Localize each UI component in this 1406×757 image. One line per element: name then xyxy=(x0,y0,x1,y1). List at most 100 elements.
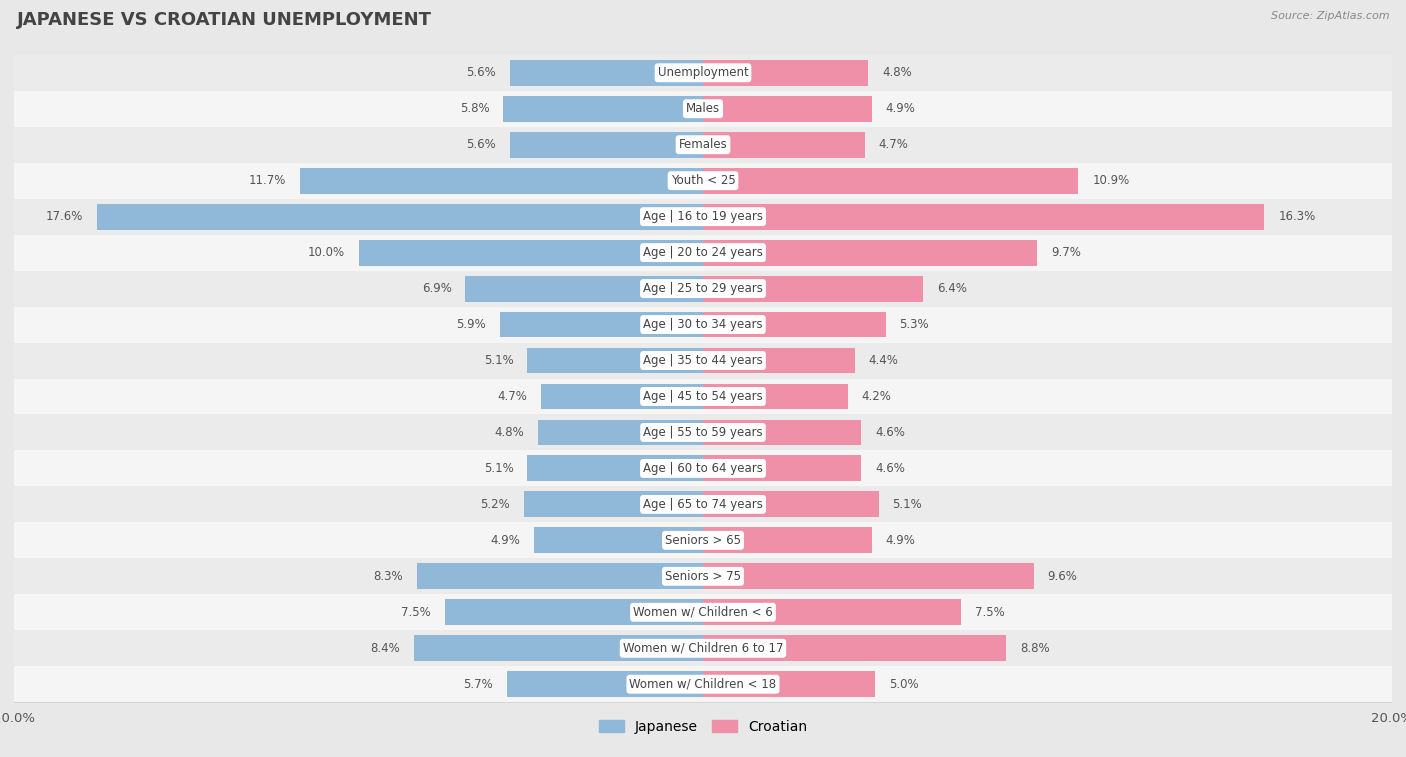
Text: 5.6%: 5.6% xyxy=(467,139,496,151)
Bar xyxy=(703,312,886,338)
Bar xyxy=(703,347,855,373)
Bar xyxy=(537,419,703,445)
Text: Females: Females xyxy=(679,139,727,151)
Bar xyxy=(703,132,865,157)
Text: 17.6%: 17.6% xyxy=(45,210,83,223)
Text: 4.7%: 4.7% xyxy=(498,390,527,403)
FancyBboxPatch shape xyxy=(14,198,1392,235)
Text: 9.7%: 9.7% xyxy=(1050,246,1081,259)
Text: Age | 55 to 59 years: Age | 55 to 59 years xyxy=(643,426,763,439)
Text: 7.5%: 7.5% xyxy=(401,606,430,618)
Text: 4.9%: 4.9% xyxy=(886,102,915,115)
Bar xyxy=(359,240,703,266)
FancyBboxPatch shape xyxy=(14,487,1392,522)
Bar xyxy=(703,491,879,517)
Text: 6.9%: 6.9% xyxy=(422,282,451,295)
Bar xyxy=(418,563,703,589)
Text: Age | 25 to 29 years: Age | 25 to 29 years xyxy=(643,282,763,295)
Text: 4.9%: 4.9% xyxy=(491,534,520,547)
FancyBboxPatch shape xyxy=(14,91,1392,126)
Text: 4.7%: 4.7% xyxy=(879,139,908,151)
Text: 5.1%: 5.1% xyxy=(893,498,922,511)
Text: Seniors > 75: Seniors > 75 xyxy=(665,570,741,583)
Bar xyxy=(506,671,703,697)
FancyBboxPatch shape xyxy=(14,450,1392,487)
Text: 8.3%: 8.3% xyxy=(374,570,404,583)
Text: 8.4%: 8.4% xyxy=(370,642,399,655)
Text: Women w/ Children 6 to 17: Women w/ Children 6 to 17 xyxy=(623,642,783,655)
Text: Source: ZipAtlas.com: Source: ZipAtlas.com xyxy=(1271,11,1389,21)
FancyBboxPatch shape xyxy=(14,55,1392,91)
FancyBboxPatch shape xyxy=(14,594,1392,631)
Bar xyxy=(541,384,703,410)
Bar xyxy=(503,96,703,122)
FancyBboxPatch shape xyxy=(14,126,1392,163)
FancyBboxPatch shape xyxy=(14,235,1392,270)
FancyBboxPatch shape xyxy=(14,415,1392,450)
Text: 7.5%: 7.5% xyxy=(976,606,1005,618)
Text: 5.0%: 5.0% xyxy=(889,678,918,690)
Text: Age | 16 to 19 years: Age | 16 to 19 years xyxy=(643,210,763,223)
Text: Age | 20 to 24 years: Age | 20 to 24 years xyxy=(643,246,763,259)
Bar xyxy=(499,312,703,338)
FancyBboxPatch shape xyxy=(14,666,1392,702)
Text: 4.8%: 4.8% xyxy=(494,426,524,439)
FancyBboxPatch shape xyxy=(14,307,1392,342)
FancyBboxPatch shape xyxy=(14,631,1392,666)
Text: 4.6%: 4.6% xyxy=(875,426,905,439)
Bar xyxy=(413,635,703,661)
Text: 4.4%: 4.4% xyxy=(869,354,898,367)
FancyBboxPatch shape xyxy=(14,559,1392,594)
Bar xyxy=(510,60,703,86)
Bar xyxy=(703,563,1033,589)
Text: 8.8%: 8.8% xyxy=(1019,642,1049,655)
Text: 10.0%: 10.0% xyxy=(308,246,344,259)
Text: JAPANESE VS CROATIAN UNEMPLOYMENT: JAPANESE VS CROATIAN UNEMPLOYMENT xyxy=(17,11,432,30)
Text: Age | 60 to 64 years: Age | 60 to 64 years xyxy=(643,462,763,475)
Text: 5.8%: 5.8% xyxy=(460,102,489,115)
Bar xyxy=(703,419,862,445)
Bar xyxy=(703,635,1007,661)
Bar xyxy=(527,456,703,481)
Text: Males: Males xyxy=(686,102,720,115)
FancyBboxPatch shape xyxy=(14,270,1392,307)
Bar xyxy=(703,671,875,697)
Bar xyxy=(703,168,1078,194)
Text: Age | 30 to 34 years: Age | 30 to 34 years xyxy=(643,318,763,331)
Bar xyxy=(510,132,703,157)
Bar xyxy=(444,600,703,625)
FancyBboxPatch shape xyxy=(14,522,1392,559)
Bar xyxy=(703,240,1038,266)
Bar xyxy=(703,528,872,553)
Bar xyxy=(703,276,924,301)
FancyBboxPatch shape xyxy=(14,163,1392,198)
Text: Age | 45 to 54 years: Age | 45 to 54 years xyxy=(643,390,763,403)
Text: Youth < 25: Youth < 25 xyxy=(671,174,735,187)
Text: 5.6%: 5.6% xyxy=(467,67,496,79)
Bar xyxy=(524,491,703,517)
Text: 4.8%: 4.8% xyxy=(882,67,912,79)
Text: 10.9%: 10.9% xyxy=(1092,174,1129,187)
Text: 4.6%: 4.6% xyxy=(875,462,905,475)
Text: 16.3%: 16.3% xyxy=(1278,210,1316,223)
Text: Unemployment: Unemployment xyxy=(658,67,748,79)
Bar xyxy=(703,204,1264,229)
Text: Women w/ Children < 18: Women w/ Children < 18 xyxy=(630,678,776,690)
Text: 9.6%: 9.6% xyxy=(1047,570,1077,583)
Legend: Japanese, Croatian: Japanese, Croatian xyxy=(593,715,813,740)
Bar xyxy=(534,528,703,553)
FancyBboxPatch shape xyxy=(14,342,1392,378)
Text: 5.2%: 5.2% xyxy=(481,498,510,511)
Text: 4.9%: 4.9% xyxy=(886,534,915,547)
Text: 5.1%: 5.1% xyxy=(484,354,513,367)
Bar xyxy=(703,384,848,410)
Bar xyxy=(703,456,862,481)
Text: Age | 65 to 74 years: Age | 65 to 74 years xyxy=(643,498,763,511)
Text: 5.1%: 5.1% xyxy=(484,462,513,475)
Bar xyxy=(97,204,703,229)
Text: 5.9%: 5.9% xyxy=(456,318,486,331)
Text: Women w/ Children < 6: Women w/ Children < 6 xyxy=(633,606,773,618)
Bar xyxy=(703,60,869,86)
Text: Seniors > 65: Seniors > 65 xyxy=(665,534,741,547)
Text: 11.7%: 11.7% xyxy=(249,174,287,187)
